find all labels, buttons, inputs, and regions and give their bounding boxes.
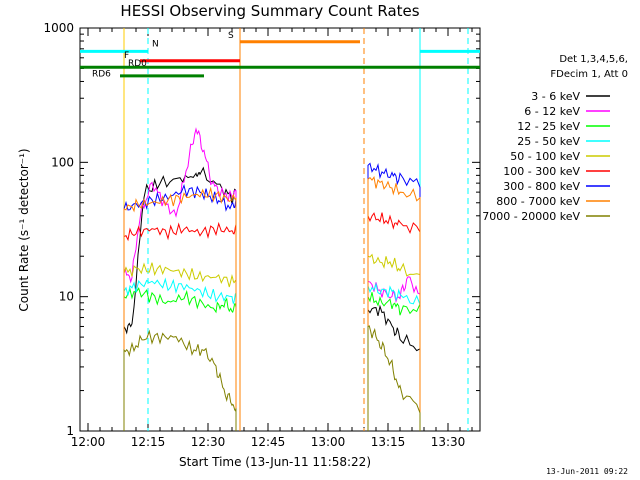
x-tick-label: 12:30 [191,435,226,449]
flag-label-f: F [124,51,129,61]
x-axis-label: Start Time (13-Jun-11 11:58:22) [179,455,371,469]
x-tick-label: 12:15 [131,435,166,449]
series-line [367,304,421,431]
series-line [123,127,237,431]
legend-entry-label: 50 - 100 keV [510,150,580,163]
series-line [123,221,237,431]
y-tick-label: 10 [59,290,74,304]
y-tick-label: 1 [66,424,74,438]
series-line [367,253,421,431]
series-line [367,176,421,431]
legend: 3 - 6 keV 6 - 12 keV 12 - 25 keV 25 - 50 ke… [482,90,610,223]
legend-entry-label: 3 - 6 keV [531,90,580,103]
legend-entry-label: 800 - 7000 keV [496,195,580,208]
y-axis-label: Count Rate (s⁻¹ detector⁻¹) [17,148,31,311]
series-line [123,262,237,431]
legend-header-line-2: FDecim 1, Att 0 [550,69,628,80]
series-line [123,287,237,431]
flag-label-n: N [152,39,159,49]
x-tick-label: 12:00 [71,435,106,449]
series-line [367,276,421,431]
plot-frame: 12:00 12:15 12:30 12:45 13:00 13:15 13:30 1 10 10… [43,21,481,449]
series-line [367,282,421,431]
legend-entry-label: 6 - 12 keV [524,105,580,118]
y-tick-label: 100 [51,155,74,169]
series-line [367,162,421,431]
x-tick-label: 12:45 [251,435,286,449]
series-line [367,325,421,431]
y-tick-label: 1000 [43,21,74,35]
legend-entry-label: 7000 - 20000 keV [482,210,580,223]
legend-entry-label: 25 - 50 keV [517,135,580,148]
x-tick-label: 13:30 [431,435,466,449]
flag-label-rd6: RD6 [92,70,111,80]
series-line [367,212,421,431]
x-tick-label: 13:15 [371,435,406,449]
series-line [123,329,237,431]
series-line [123,186,237,431]
chart-title: HESSI Observing Summary Count Rates [120,2,419,20]
series-line [123,166,237,431]
legend-entry-label: 300 - 800 keV [503,180,580,193]
series-line [367,292,421,431]
footer-date: 13-Jun-2011 09:22 [546,467,628,476]
x-tick-label: 13:00 [311,435,346,449]
legend-header-line-1: Det 1,3,4,5,6, [559,54,628,65]
series-line [123,277,237,431]
flag-label-s: S [228,31,234,41]
series-line [123,184,237,431]
legend-entry-label: 12 - 25 keV [517,120,580,133]
legend-entry-label: 100 - 300 keV [503,165,580,178]
flag-label-rd0: RD0 [128,59,147,69]
